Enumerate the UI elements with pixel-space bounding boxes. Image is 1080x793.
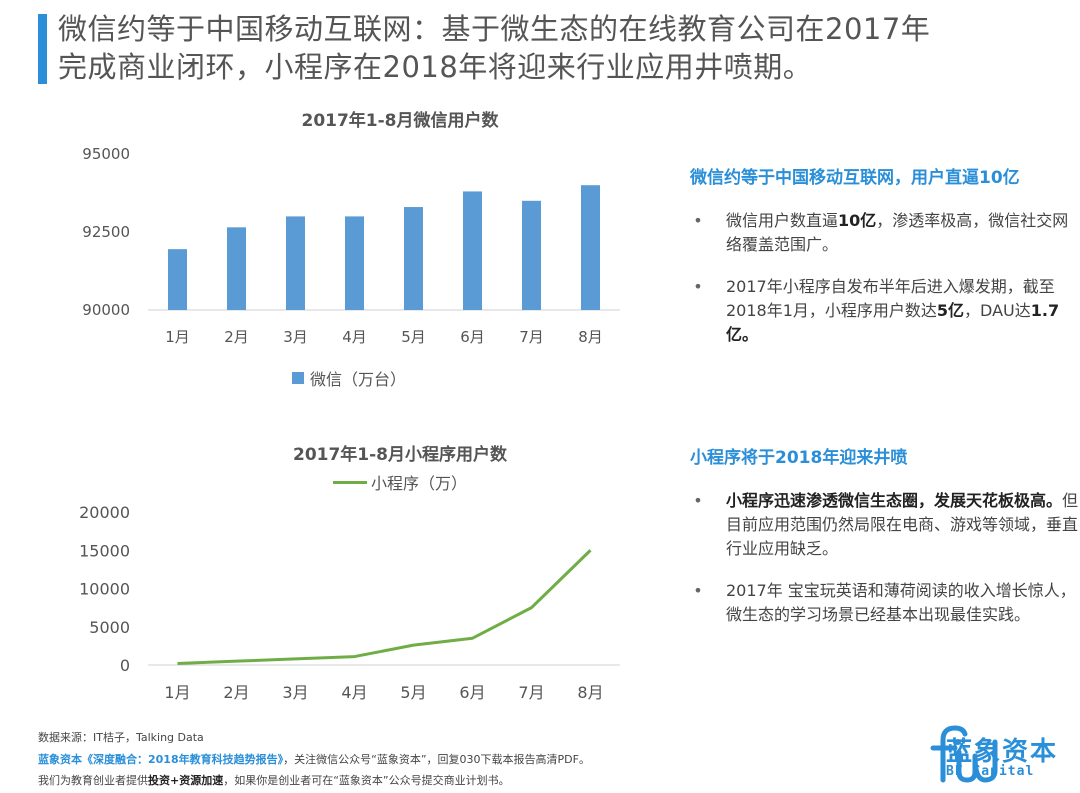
- report-title-link: 蓝象资本《深度融合：2018年教育科技趋势报告》: [38, 753, 284, 766]
- line-legend-label: 小程序（万）: [371, 474, 468, 493]
- data-source: 数据来源：IT桔子，Talking Data: [38, 731, 204, 744]
- report-promo-text: ，关注微信公众号“蓝象资本”，回复030下载本报告高清PDF。: [283, 753, 590, 766]
- line-y-tick-label: 0: [120, 656, 130, 675]
- bar-5: [404, 207, 423, 310]
- line-legend-swatch: [333, 480, 367, 484]
- side1-b2-text: 2017年小程序自发布半年后进入爆发期，截至2018年1月，小程序用户数达: [726, 277, 1055, 320]
- bar-x-tick-label: 2月: [224, 328, 249, 346]
- side2-bullet-list: • 小程序迅速渗透微信生态圈，发展天花板极高。但目前应用范围仍然局限在电商、游戏…: [688, 489, 1080, 645]
- line-x-tick-label: 4月: [341, 683, 367, 702]
- report-promo: 蓝象资本《深度融合：2018年教育科技趋势报告》，关注微信公众号“蓝象资本”，回…: [38, 751, 590, 767]
- side1-b2-bold2: 1.7亿。: [726, 301, 1060, 344]
- bar-2: [227, 227, 246, 310]
- line-y-tick-label: 5000: [89, 618, 130, 637]
- bar-y-tick-label: 92500: [82, 223, 130, 241]
- line-x-tick-label: 7月: [518, 683, 544, 702]
- page-title: 微信约等于中国移动互联网：基于微生态的在线教育公司在2017年 完成商业闭环，小…: [58, 10, 1058, 86]
- side1-b1-bold: 10亿: [838, 211, 877, 230]
- bullet-dot: •: [693, 211, 703, 230]
- bullet-dot: •: [693, 277, 703, 296]
- side1-b1-text-end: ，渗透率极高，微信社交网络覆盖范围广。: [726, 211, 1069, 254]
- side2-b2-text: 2017年 宝宝玩英语和薄荷阅读的收入增长惊人，微生态的学习场景已经基本出现最佳…: [726, 581, 1076, 624]
- investor-promo-post: ，如果你是创业者可在“蓝象资本”公众号提交商业计划书。: [223, 774, 510, 787]
- side2-b1-text: 但目前应用范围仍然局限在电商、游戏等领域，垂直行业应用缺乏。: [726, 491, 1079, 558]
- investor-promo-bold: 投资+资源加速: [148, 774, 224, 787]
- be-capital-logo-icon: [930, 725, 998, 783]
- line-chart-title: 2017年1-8月小程序用户数: [292, 445, 508, 465]
- investor-promo-pre: 我们为教育创业者提供: [38, 774, 148, 787]
- bar-chart-legend: 微信（万台）: [292, 366, 406, 390]
- side1-b1-text: 微信用户数直逼: [726, 211, 839, 230]
- investor-promo: 我们为教育创业者提供投资+资源加速，如果你是创业者可在“蓝象资本”公众号提交商业…: [38, 772, 510, 788]
- bar-y-tick-label: 90000: [82, 301, 130, 319]
- bar-4: [345, 216, 364, 310]
- side1-heading: 微信约等于中国移动互联网，用户直逼10亿: [690, 168, 1020, 188]
- bar-x-tick-label: 7月: [519, 328, 544, 346]
- logo-subtitle: BE Capital: [946, 764, 1035, 779]
- line-x-tick-label: 1月: [164, 683, 190, 702]
- bar-6: [463, 191, 482, 310]
- bar-1: [168, 249, 187, 310]
- side2-heading: 小程序将于2018年迎来井喷: [690, 448, 908, 468]
- page-title-line1: 微信约等于中国移动互联网：基于微生态的在线教育公司在2017年: [58, 12, 931, 46]
- bar-x-tick-label: 5月: [401, 328, 426, 346]
- bar-x-tick-label: 6月: [460, 328, 485, 346]
- bullet-dot: •: [693, 581, 703, 600]
- bar-8: [581, 185, 600, 310]
- bar-y-tick-label: 95000: [82, 145, 130, 163]
- bar-chart-title: 2017年1-8月微信用户数: [301, 111, 499, 131]
- side2-bullet-1: • 小程序迅速渗透微信生态圈，发展天花板极高。但目前应用范围仍然局限在电商、游戏…: [688, 489, 1080, 561]
- side2-b1-bold: 小程序迅速渗透微信生态圈，发展天花板极高。: [726, 491, 1063, 510]
- side1-b2-mid: ，DAU达: [964, 301, 1031, 320]
- bullet-dot: •: [693, 491, 703, 510]
- line-x-tick-label: 8月: [577, 683, 603, 702]
- side1-bullet-1: • 微信用户数直逼10亿，渗透率极高，微信社交网络覆盖范围广。: [688, 209, 1080, 257]
- line-x-tick-label: 6月: [459, 683, 485, 702]
- side2-bullet-2: • 2017年 宝宝玩英语和薄荷阅读的收入增长惊人，微生态的学习场景已经基本出现…: [688, 579, 1080, 627]
- side1-bullet-list: • 微信用户数直逼10亿，渗透率极高，微信社交网络覆盖范围广。 • 2017年小…: [688, 209, 1080, 365]
- line-x-tick-label: 2月: [223, 683, 249, 702]
- bar-3: [286, 216, 305, 310]
- line-y-tick-label: 15000: [79, 541, 130, 560]
- line-x-tick-label: 5月: [400, 683, 426, 702]
- side1-bullet-2: • 2017年小程序自发布半年后进入爆发期，截至2018年1月，小程序用户数达5…: [688, 275, 1080, 347]
- bar-x-tick-label: 3月: [283, 328, 308, 346]
- line-chart-legend: 小程序（万）: [333, 470, 467, 494]
- page-title-line2: 完成商业闭环，小程序在2018年将迎来行业应用井喷期。: [58, 50, 813, 84]
- bar-x-tick-label: 4月: [342, 328, 367, 346]
- bar-legend-label: 微信（万台）: [310, 370, 407, 389]
- line-y-tick-label: 10000: [79, 580, 130, 599]
- line-series-xiaochengxu: [177, 549, 592, 665]
- side1-b2-bold1: 5亿: [936, 301, 965, 320]
- line-y-tick-label: 20000: [79, 503, 130, 522]
- title-accent-bar: [38, 14, 47, 84]
- logo-name: 蓝象资本: [946, 737, 1059, 767]
- bar-legend-swatch: [292, 372, 304, 384]
- bar-7: [522, 200, 541, 310]
- bar-x-tick-label: 1月: [165, 328, 190, 346]
- line-x-tick-label: 3月: [282, 683, 308, 702]
- bar-x-tick-label: 8月: [578, 328, 603, 346]
